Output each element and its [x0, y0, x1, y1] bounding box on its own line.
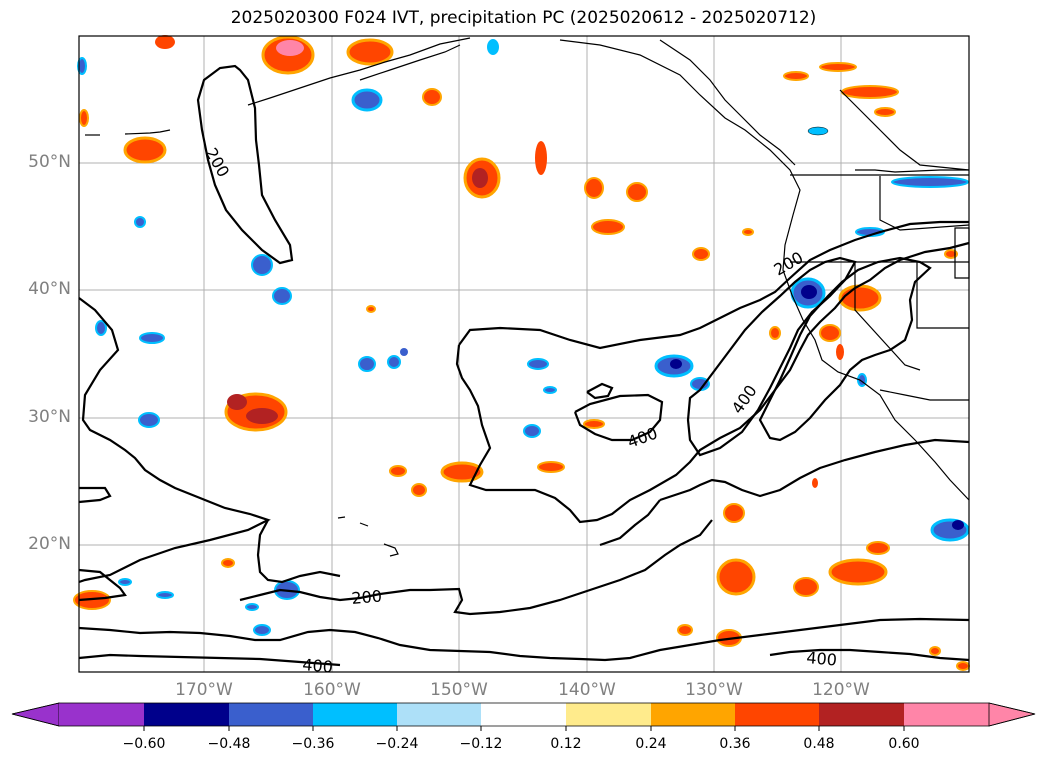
- lon-label: 160°W: [303, 680, 361, 700]
- colorbar-segment: [229, 703, 313, 726]
- precip-shading: [73, 35, 970, 671]
- colorbar-tick-label: −0.24: [375, 736, 419, 752]
- ivt-contours: [78, 64, 970, 667]
- colorbar-segment: [735, 703, 819, 726]
- colorbar-tick-label: 0.12: [550, 736, 582, 752]
- precip-positive-patches: [73, 35, 970, 671]
- colorbar-segment: [313, 703, 397, 726]
- contour-label: 200: [351, 586, 383, 608]
- colorbar-segment: [904, 703, 989, 726]
- colorbar-tick-label: −0.48: [207, 736, 251, 752]
- colorbar-segment: [59, 703, 144, 726]
- coastlines: [85, 37, 970, 557]
- lon-label: 140°W: [558, 680, 616, 700]
- lat-label: 30°N: [28, 407, 71, 427]
- colorbar-extend-right: [988, 702, 1036, 727]
- lat-label: 20°N: [28, 534, 71, 554]
- colorbar-segment: [144, 703, 229, 726]
- lat-label: 40°N: [28, 279, 71, 299]
- colorbar-tick-label: 0.48: [803, 736, 835, 752]
- colorbar-extend-left: [11, 702, 60, 727]
- colorbar-tick-label: 0.60: [888, 736, 920, 752]
- lat-label: 50°N: [28, 152, 71, 172]
- contour-label: 400: [302, 655, 334, 677]
- lon-label: 130°W: [685, 680, 743, 700]
- colorbar-tick-label: −0.60: [122, 736, 166, 752]
- colorbar: [11, 702, 1036, 731]
- colorbar-segment: [397, 703, 481, 726]
- colorbar-tick-label: 0.24: [635, 736, 667, 752]
- colorbar-tick-label: −0.36: [291, 736, 335, 752]
- map-border: [78, 35, 970, 673]
- contour-label: 400: [806, 648, 838, 670]
- colorbar-outline: [11, 702, 1036, 727]
- lon-label: 170°W: [175, 680, 233, 700]
- colorbar-tick-label: 0.36: [719, 736, 751, 752]
- lon-label: 150°W: [430, 680, 488, 700]
- chart-title: 2025020300 F024 IVT, precipitation PC (2…: [230, 8, 817, 28]
- colorbar-tick-marks: [143, 726, 905, 731]
- colorbar-segment: [651, 703, 735, 726]
- colorbar-segment: [566, 703, 651, 726]
- colorbar-segment: [481, 703, 566, 726]
- lon-label: 120°W: [812, 680, 870, 700]
- colorbar-segment: [819, 703, 904, 726]
- colorbar-tick-label: −0.12: [459, 736, 503, 752]
